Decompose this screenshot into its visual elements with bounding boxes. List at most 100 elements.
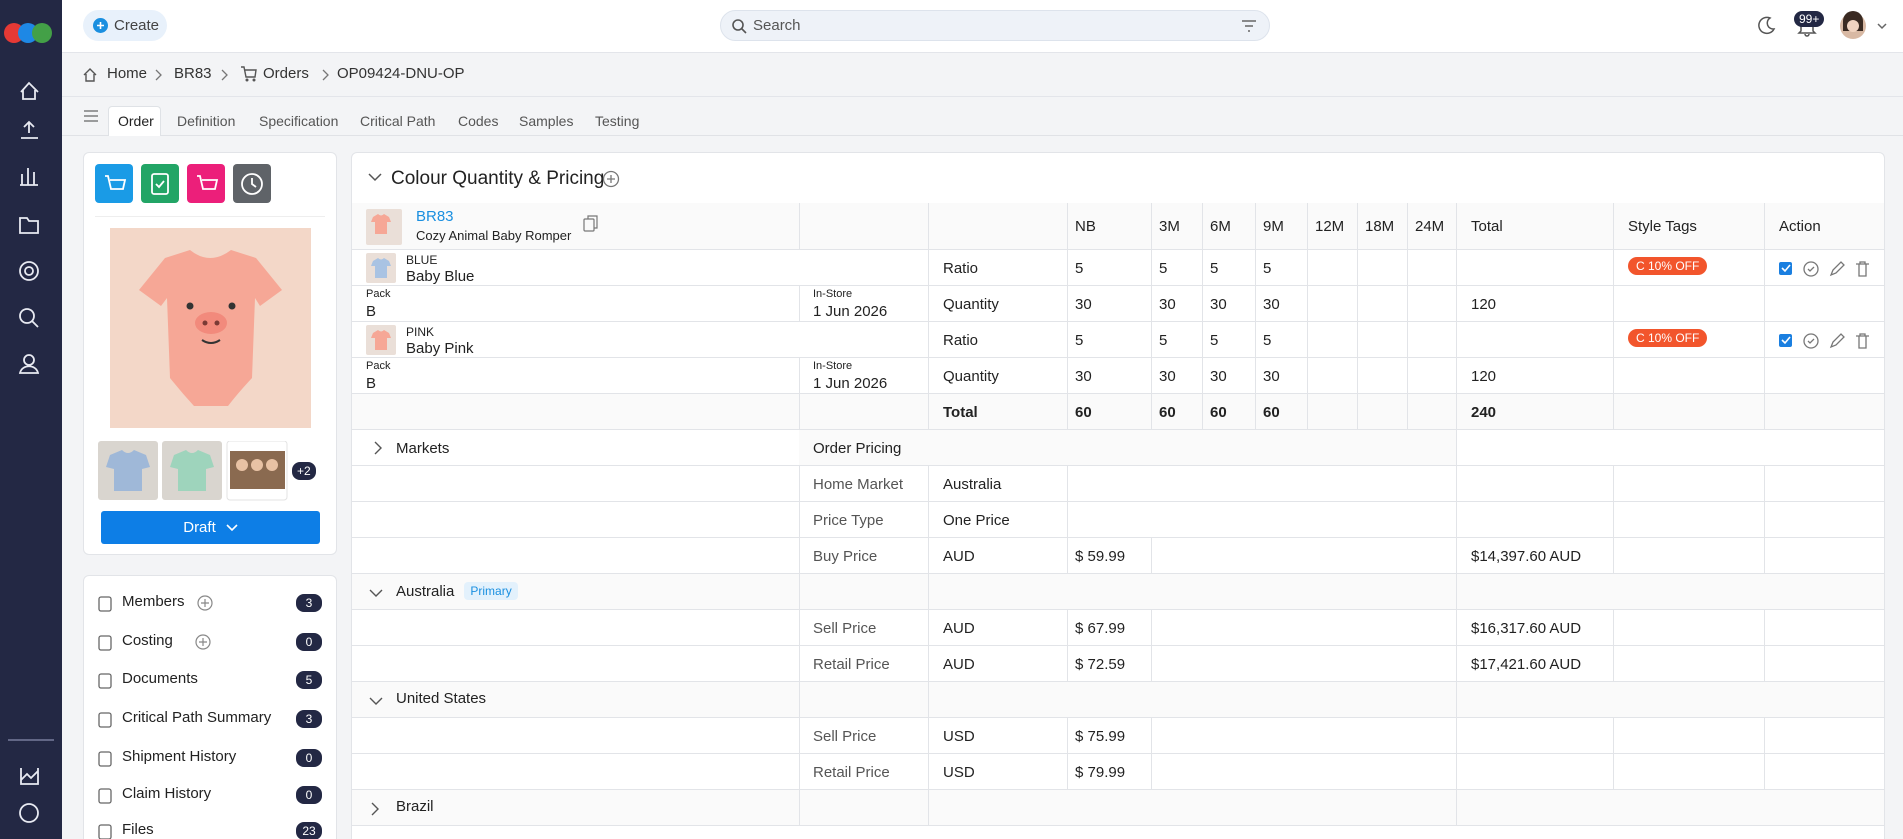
tab[interactable]: Definition	[177, 113, 236, 129]
divider	[95, 216, 325, 217]
product-card: +2 Draft	[83, 152, 337, 555]
breadcrumb-item[interactable]: Home	[107, 65, 148, 82]
ratio: 5	[1159, 260, 1168, 277]
column-divider	[1067, 358, 1068, 393]
table-row: Pack B In-Store 1 Jun 2026 Quantity 30 30 30 30 1…	[352, 358, 1884, 394]
size-header: 24M	[1415, 218, 1445, 235]
expand-icon[interactable]	[369, 694, 383, 711]
item-label[interactable]: Files	[122, 821, 154, 838]
colour-name: Baby Pink	[406, 340, 474, 357]
home-icon	[83, 68, 97, 82]
user-avatar[interactable]	[1838, 11, 1898, 41]
action-buttons[interactable]	[95, 164, 325, 204]
column-header: Total	[1471, 218, 1503, 235]
pricing-table: BR83 Cozy Animal Baby Romper NB 3M 6M 9M 12M 18…	[352, 203, 1884, 839]
tab[interactable]: Codes	[458, 113, 499, 129]
tab[interactable]: Order	[118, 113, 154, 129]
copy-icon[interactable]	[583, 215, 599, 237]
item-label[interactable]: Members	[122, 593, 185, 610]
tab[interactable]: Testing	[595, 113, 640, 129]
row-actions[interactable]	[1778, 332, 1873, 354]
column-divider	[928, 610, 929, 645]
collapse-icon[interactable]	[368, 173, 382, 183]
item-icon	[96, 634, 114, 656]
pack-label: Pack	[366, 360, 391, 372]
column-divider	[1456, 718, 1457, 753]
item-label[interactable]: Claim History	[122, 785, 212, 802]
item-label[interactable]: Shipment History	[122, 748, 237, 765]
expand-icon[interactable]	[372, 441, 384, 459]
column-divider	[928, 466, 929, 501]
status-button[interactable]: Draft	[101, 511, 320, 544]
filter-icon[interactable]	[1241, 20, 1257, 32]
column-divider	[1613, 466, 1614, 501]
item-label[interactable]: Critical Path Summary	[122, 709, 272, 726]
status-label: Draft	[183, 519, 216, 536]
column-divider	[1067, 538, 1068, 573]
column-divider	[799, 394, 800, 429]
instore-date: 1 Jun 2026	[813, 375, 888, 392]
column-divider	[928, 682, 929, 717]
colour-thumb	[366, 325, 396, 359]
column-divider	[1357, 203, 1358, 249]
tab[interactable]: Critical Path	[360, 113, 436, 129]
currency: USD	[943, 764, 975, 781]
column-divider	[928, 203, 929, 249]
create-button[interactable]: Create	[83, 10, 167, 41]
column-divider	[1613, 358, 1614, 393]
price-total: $17,421.60 AUD	[1471, 656, 1582, 673]
price: $ 72.59	[1075, 656, 1126, 673]
column-divider	[1307, 250, 1308, 285]
style-tag: C 10% OFF	[1628, 257, 1708, 275]
colour-code: PINK	[406, 325, 435, 339]
more-images-badge[interactable]: +2	[292, 462, 316, 480]
tab[interactable]: Specification	[259, 113, 339, 129]
notification-badge: 99+	[1794, 11, 1825, 27]
group-label: Markets	[396, 440, 450, 457]
price: $ 75.99	[1075, 728, 1126, 745]
breadcrumb: Home BR83 Orders OP09424-DNU-OP	[62, 53, 1903, 97]
thumbnails[interactable]	[98, 441, 288, 501]
group-label: Order Pricing	[813, 440, 902, 457]
item-label[interactable]: Documents	[122, 670, 198, 687]
column-divider	[1764, 286, 1765, 321]
expand-icon[interactable]	[369, 586, 383, 603]
region-header: Brazil	[396, 798, 434, 815]
pack: B	[366, 375, 377, 392]
dark-mode-toggle[interactable]	[1757, 15, 1777, 35]
add-icon[interactable]	[194, 633, 212, 655]
row-label: Total	[943, 404, 978, 421]
product-image[interactable]	[110, 228, 311, 428]
item-label[interactable]: Costing	[122, 632, 173, 649]
column-divider	[928, 358, 929, 393]
column-divider	[1151, 610, 1152, 645]
search-box[interactable]: Search	[720, 10, 1270, 41]
table-row: Markets Order Pricing	[352, 430, 1884, 466]
column-divider	[1764, 754, 1765, 789]
breadcrumb-item[interactable]: Orders	[263, 65, 309, 82]
table-row: Sell Price USD $ 75.99	[352, 718, 1884, 754]
table-row: Price Type One Price	[352, 502, 1884, 538]
column-divider	[1307, 203, 1308, 249]
total: 60	[1263, 404, 1280, 421]
tab-bar: Order Definition Specification Critical Pat…	[62, 97, 1903, 136]
add-icon[interactable]	[196, 594, 214, 616]
breadcrumb-item[interactable]: BR83	[174, 65, 212, 82]
create-label: Create	[114, 17, 160, 34]
column-divider	[1407, 394, 1408, 429]
search-placeholder: Search	[753, 17, 801, 34]
add-icon[interactable]	[602, 170, 620, 188]
tab[interactable]: Samples	[519, 113, 574, 129]
expand-icon[interactable]	[369, 802, 381, 820]
quantity: 30	[1210, 296, 1227, 313]
menu-icon[interactable]	[84, 110, 98, 122]
row-label: Price Type	[813, 512, 884, 529]
column-divider	[799, 790, 800, 825]
row-actions[interactable]	[1778, 260, 1873, 282]
instore-label: In-Store	[813, 360, 853, 372]
column-divider	[1456, 790, 1457, 825]
ratio: 5	[1210, 260, 1219, 277]
plus-icon	[93, 18, 108, 33]
